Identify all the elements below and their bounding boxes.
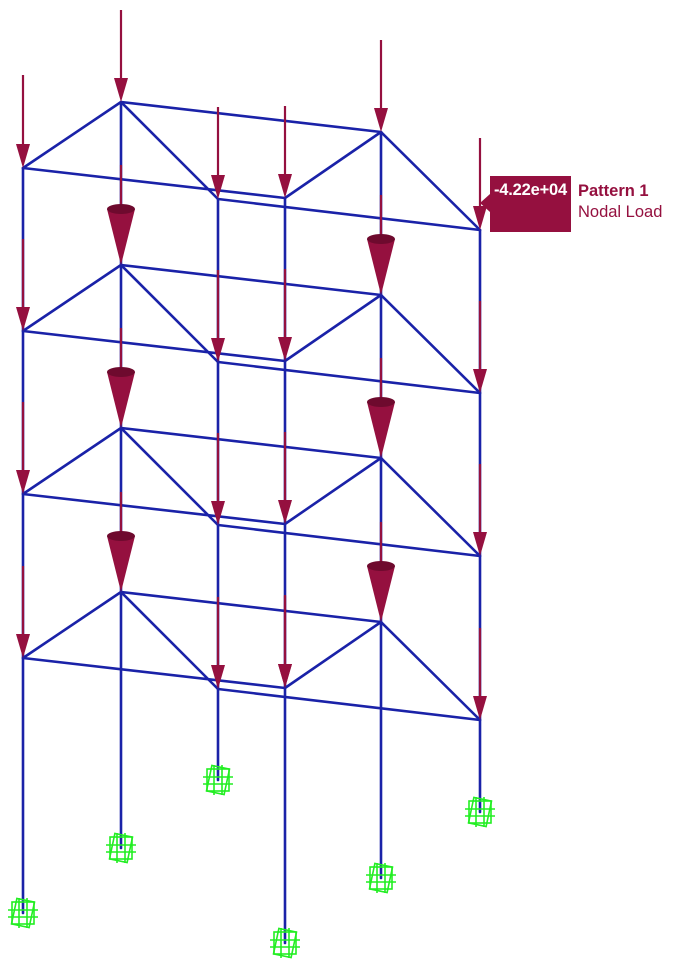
load-d-2-head bbox=[278, 337, 292, 361]
support-square bbox=[369, 866, 393, 890]
load-a-1-head bbox=[16, 144, 30, 168]
support-square bbox=[206, 768, 230, 792]
load-b-1-head bbox=[114, 78, 128, 102]
beam-level-2-fc bbox=[379, 293, 482, 395]
beam-level-1-cd bbox=[283, 130, 383, 200]
load-e-2-head bbox=[211, 338, 225, 362]
load-value-box: -4.22e+04 bbox=[490, 176, 571, 232]
load-c-4-cone bbox=[367, 566, 395, 622]
load-e-4-head bbox=[211, 665, 225, 689]
beam-level-1-fc bbox=[379, 130, 482, 232]
nodal-loads bbox=[16, 10, 487, 720]
beam-level-1-be bbox=[119, 100, 220, 201]
load-c-3-cone-base bbox=[367, 397, 395, 407]
support-square-tilted bbox=[368, 862, 394, 894]
support-square bbox=[273, 931, 297, 955]
load-b-2-cone bbox=[107, 209, 135, 265]
fixed-support-icon bbox=[203, 764, 233, 796]
beam-level-1-ab bbox=[21, 100, 123, 170]
beam-level-1-da bbox=[21, 166, 287, 200]
load-b-4-cone-base bbox=[107, 531, 135, 541]
beam-level-2-ab bbox=[21, 263, 123, 333]
load-value: -4.22e+04 bbox=[494, 181, 567, 199]
beam-level-4-be bbox=[119, 590, 220, 691]
load-e-3-head bbox=[211, 501, 225, 525]
beam-level-4-da bbox=[21, 656, 287, 690]
load-b-4-cone bbox=[107, 536, 135, 592]
beam-level-2-ef bbox=[216, 360, 482, 395]
support-square-tilted bbox=[10, 897, 36, 929]
support-square bbox=[468, 800, 492, 824]
beam-level-2-bc bbox=[119, 263, 383, 297]
load-b-3-cone-base bbox=[107, 367, 135, 377]
load-tooltip: -4.22e+04 Pattern 1 Nodal Load bbox=[480, 176, 662, 232]
load-d-5-head bbox=[278, 664, 292, 688]
load-a-2-head bbox=[16, 307, 30, 331]
load-f-2-head bbox=[473, 369, 487, 393]
beam-level-1-bc bbox=[119, 100, 383, 134]
beam-level-2-cd bbox=[283, 293, 383, 363]
frame-members bbox=[21, 100, 482, 945]
beam-level-4-ef bbox=[216, 687, 482, 722]
load-pattern-name: Pattern 1 bbox=[577, 182, 649, 200]
fixed-support-icon bbox=[366, 862, 396, 894]
beam-level-3-bc bbox=[119, 426, 383, 460]
beam-level-3-be bbox=[119, 426, 220, 527]
beam-level-4-bc bbox=[119, 590, 383, 624]
load-d-3-head bbox=[278, 500, 292, 524]
tooltip-text: Pattern 1 Nodal Load bbox=[571, 176, 662, 223]
beam-level-3-cd bbox=[283, 456, 383, 526]
load-f-4-head bbox=[473, 696, 487, 720]
load-f-3-head bbox=[473, 532, 487, 556]
load-c-3-cone bbox=[367, 402, 395, 458]
load-f-1-head bbox=[473, 206, 487, 230]
beam-level-3-da bbox=[21, 492, 287, 526]
load-a-4-head bbox=[16, 634, 30, 658]
load-e-1-head bbox=[211, 175, 225, 199]
support-square bbox=[109, 836, 133, 860]
load-b-3-cone bbox=[107, 372, 135, 428]
load-c-2-cone bbox=[367, 239, 395, 295]
support-square bbox=[11, 901, 35, 925]
load-a-3-head bbox=[16, 470, 30, 494]
beam-level-4-cd bbox=[283, 620, 383, 690]
fixed-support-icon bbox=[106, 832, 136, 864]
support-square-tilted bbox=[205, 764, 231, 796]
load-c-2-cone-base bbox=[367, 234, 395, 244]
beam-level-2-da bbox=[21, 329, 287, 363]
beam-level-3-ef bbox=[216, 523, 482, 558]
beam-level-2-be bbox=[119, 263, 220, 364]
load-type: Nodal Load bbox=[577, 203, 663, 221]
support-square-tilted bbox=[467, 796, 493, 828]
tooltip-pointer-icon bbox=[480, 194, 490, 212]
load-b-2-cone-base bbox=[107, 204, 135, 214]
load-c-1-head bbox=[374, 108, 388, 132]
load-c-4-cone-base bbox=[367, 561, 395, 571]
beam-level-1-ef bbox=[216, 197, 482, 232]
fixed-support-icon bbox=[465, 796, 495, 828]
beam-level-4-fc bbox=[379, 620, 482, 722]
beam-level-4-ab bbox=[21, 590, 123, 660]
supports bbox=[8, 764, 495, 959]
support-square-tilted bbox=[108, 832, 134, 864]
beam-level-3-fc bbox=[379, 456, 482, 558]
fixed-support-icon bbox=[8, 897, 38, 929]
beam-level-3-ab bbox=[21, 426, 123, 496]
load-d-1-head bbox=[278, 174, 292, 198]
fixed-support-icon bbox=[270, 927, 300, 959]
support-square-tilted bbox=[272, 927, 298, 959]
